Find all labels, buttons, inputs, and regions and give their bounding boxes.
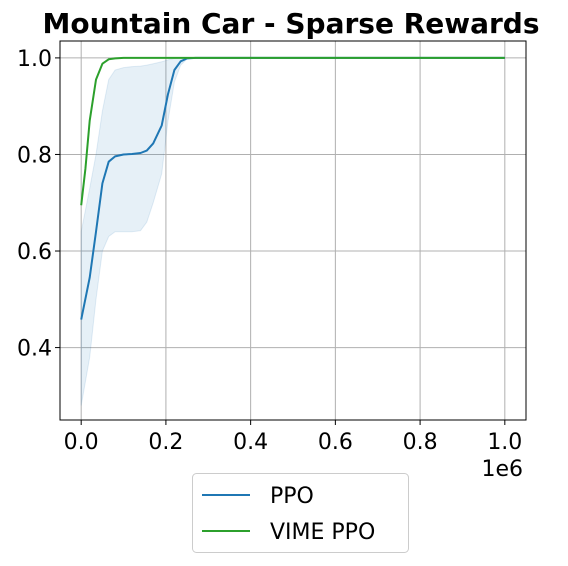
series-line-1 <box>80 56 505 206</box>
x-tick-label: 0.2 <box>148 430 183 455</box>
confidence-band-0 <box>80 57 505 406</box>
legend-box <box>192 473 409 553</box>
x-tick-label: 0.8 <box>403 430 438 455</box>
chart-title: Mountain Car - Sparse Rewards <box>42 7 539 40</box>
legend: PPO VIME PPO <box>192 473 409 553</box>
y-tick-label: 0.6 <box>17 240 52 265</box>
x-tick-label: 0.0 <box>64 430 99 455</box>
x-offset-label: 1e6 <box>481 457 523 482</box>
x-tick-label: 0.6 <box>318 430 353 455</box>
legend-label: PPO <box>270 484 314 509</box>
y-tick-label: 0.4 <box>17 337 52 362</box>
y-tick-label: 0.8 <box>17 143 52 168</box>
plot-frame <box>59 40 527 421</box>
axis-ticks: 0.0 0.2 0.4 0.6 0.8 1.0 0.4 0.6 0.8 1.0 <box>17 47 522 455</box>
x-tick-label: 1.0 <box>487 430 522 455</box>
y-tick-label: 1.0 <box>17 47 52 72</box>
x-tick-label: 0.4 <box>233 430 268 455</box>
confidence-bands <box>80 57 505 406</box>
series-lines <box>80 56 505 320</box>
legend-label: VIME PPO <box>270 520 375 545</box>
